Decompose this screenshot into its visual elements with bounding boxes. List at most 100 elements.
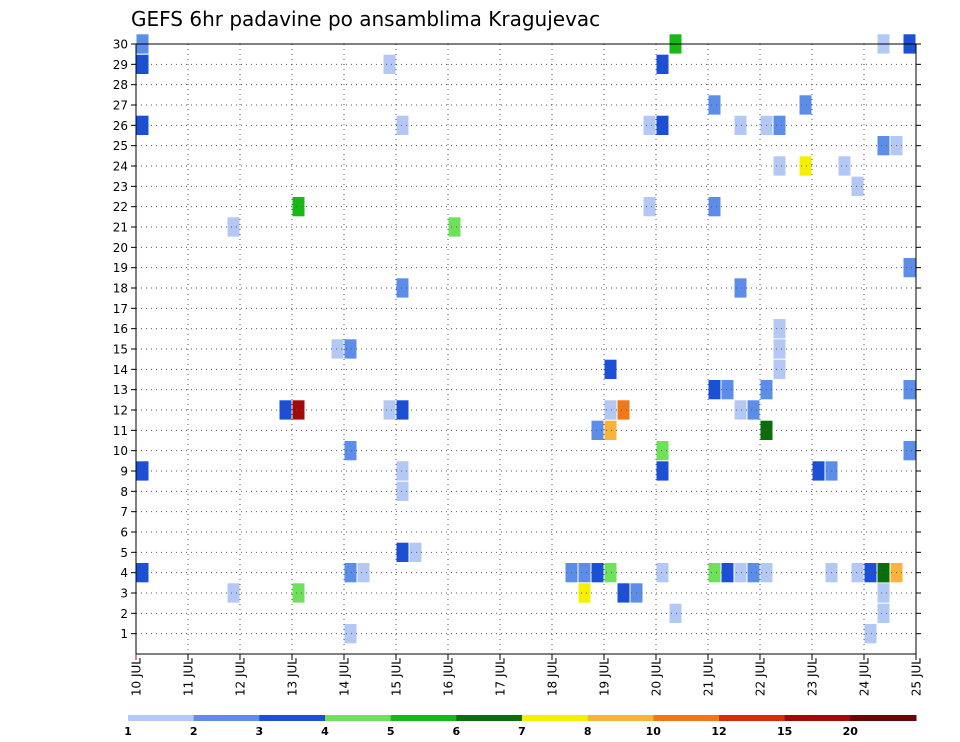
colorbar-label: 3: [255, 725, 263, 738]
precip-cell: [227, 217, 240, 237]
y-tick-label: 29: [113, 58, 128, 72]
precip-cell: [396, 115, 409, 135]
precip-cell: [617, 400, 630, 420]
precip-cell: [604, 563, 617, 583]
x-tick-label: 13 JUL: [286, 658, 300, 696]
y-tick-label: 1: [120, 627, 128, 641]
precip-cell: [656, 441, 669, 461]
colorbar-label: 7: [518, 725, 526, 738]
y-tick-label: 24: [113, 160, 128, 174]
precip-cell: [643, 115, 656, 135]
precip-cell: [734, 563, 747, 583]
precip-cell: [708, 197, 721, 217]
precip-cell: [344, 624, 357, 644]
precip-cell: [396, 481, 409, 501]
precip-cell: [747, 563, 760, 583]
precip-cell: [292, 583, 305, 603]
precip-cell: [864, 624, 877, 644]
precip-cell: [344, 563, 357, 583]
precip-cell: [617, 583, 630, 603]
colorbar-swatch: [850, 715, 917, 721]
precip-cell: [708, 563, 721, 583]
cells-layer: [136, 34, 916, 644]
y-tick-label: 15: [113, 343, 128, 357]
precip-cell: [357, 563, 370, 583]
y-tick-label: 23: [113, 180, 128, 194]
precip-cell: [864, 563, 877, 583]
precip-cell: [656, 563, 669, 583]
x-tick-label: 25 JUL: [910, 658, 924, 696]
precip-cell: [903, 258, 916, 278]
precip-cell: [292, 400, 305, 420]
x-tick-label: 20 JUL: [650, 658, 664, 696]
y-tick-label: 22: [113, 200, 128, 214]
chart-title: GEFS 6hr padavine po ansamblima Kragujev…: [131, 7, 600, 31]
x-tick-label: 12 JUL: [234, 658, 248, 696]
y-tick-label: 25: [113, 139, 128, 153]
precip-cell: [669, 603, 682, 623]
y-tick-label: 18: [113, 282, 128, 296]
colorbar-swatch: [128, 715, 195, 721]
precip-cell: [903, 380, 916, 400]
x-tick-label: 11 JUL: [182, 658, 196, 696]
precip-cell: [344, 339, 357, 359]
y-tick-label: 19: [113, 261, 128, 275]
precip-cell: [591, 420, 604, 440]
colorbar-label: 2: [190, 725, 198, 738]
precip-cell: [734, 278, 747, 298]
precip-cell: [578, 583, 591, 603]
precip-cell: [773, 359, 786, 379]
precip-cell: [656, 115, 669, 135]
y-tick-label: 5: [120, 546, 128, 560]
precip-cell: [721, 563, 734, 583]
precip-cell: [773, 156, 786, 176]
colorbar-label: 8: [584, 725, 592, 738]
y-tick-label: 14: [113, 363, 128, 377]
colorbar-label: 10: [646, 725, 662, 738]
precip-cell: [409, 542, 422, 562]
precip-cell: [136, 461, 149, 481]
precip-cell: [136, 54, 149, 74]
precip-cell: [383, 400, 396, 420]
y-tick-label: 9: [120, 465, 128, 479]
colorbar-label: 15: [777, 725, 792, 738]
x-axis: 10 JUL 11 JUL 12 JUL 13 JUL 14 JUL 15 JUL 16 J…: [130, 654, 924, 696]
precip-cell: [812, 461, 825, 481]
precip-cell: [591, 563, 604, 583]
y-tick-label: 17: [113, 302, 128, 316]
precip-cell: [903, 441, 916, 461]
precip-cell: [604, 359, 617, 379]
y-tick-label: 21: [113, 221, 128, 235]
precip-cell: [773, 115, 786, 135]
colorbar-label: 6: [452, 725, 460, 738]
precip-cell: [396, 542, 409, 562]
y-tick-label: 3: [120, 587, 128, 601]
colorbar-swatch: [456, 715, 523, 721]
x-tick-label: 19 JUL: [598, 658, 612, 696]
colorbar: 1 2 3 4 5 6 7 8 10 12 15 20: [124, 715, 917, 738]
colorbar-swatch: [390, 715, 457, 721]
precip-cell: [734, 400, 747, 420]
precip-cell: [227, 583, 240, 603]
colorbar-label: 20: [843, 725, 859, 738]
precip-cell: [734, 115, 747, 135]
colorbar-swatch: [587, 715, 654, 721]
precip-cell: [799, 95, 812, 115]
y-tick-label: 11: [113, 424, 128, 438]
precip-cell: [851, 176, 864, 196]
colorbar-swatch: [719, 715, 786, 721]
y-tick-label: 13: [113, 383, 128, 397]
y-tick-label: 4: [120, 566, 128, 580]
colorbar-label: 1: [124, 725, 132, 738]
colorbar-swatch: [653, 715, 720, 721]
precip-cell: [604, 420, 617, 440]
x-tick-label: 14 JUL: [338, 658, 352, 696]
precip-cell: [877, 603, 890, 623]
y-tick-label: 12: [113, 404, 128, 418]
precip-cell: [877, 563, 890, 583]
precip-cell: [344, 441, 357, 461]
precip-cell: [643, 197, 656, 217]
precip-cell: [578, 563, 591, 583]
colorbar-label: 4: [321, 725, 329, 738]
